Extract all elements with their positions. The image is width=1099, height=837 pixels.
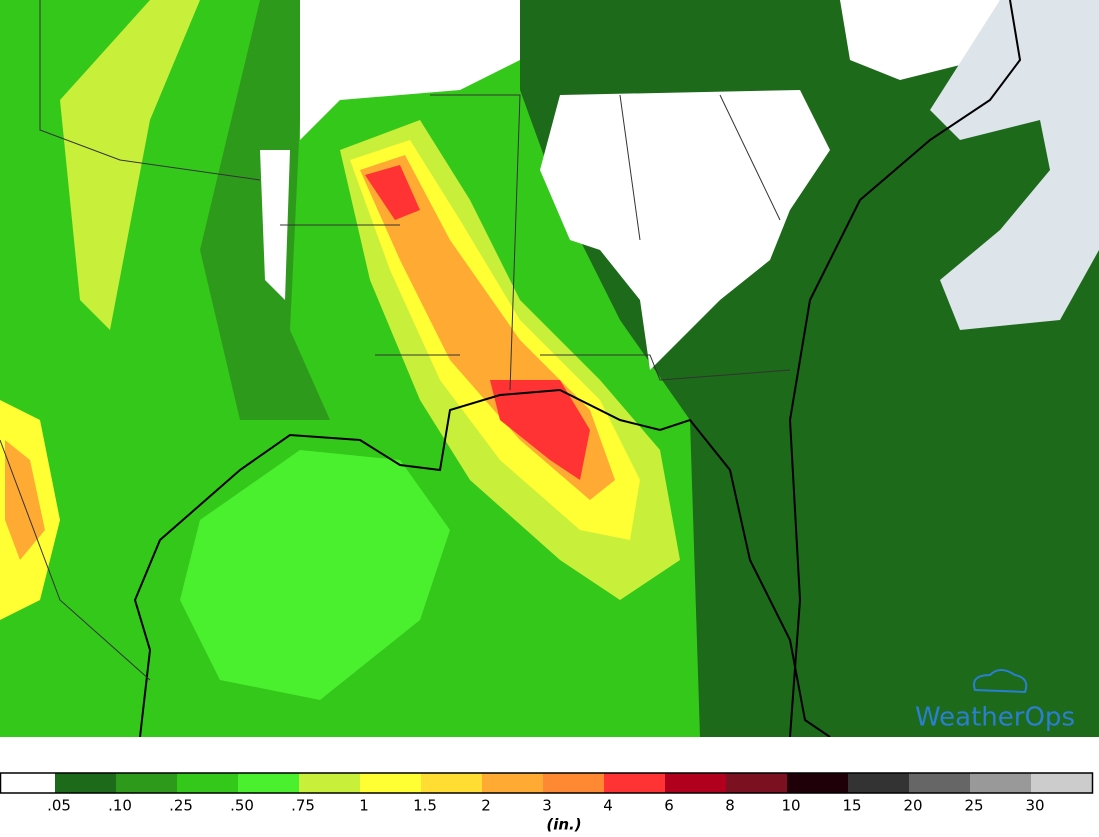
legend-label: 2 [481, 797, 491, 815]
legend-label: 1.5 [413, 797, 437, 815]
legend-swatch [1031, 773, 1092, 793]
legend-swatch [787, 773, 848, 793]
logo-icon [973, 669, 1028, 694]
legend-label: .05 [47, 797, 71, 815]
ocean-dry [930, 0, 1099, 330]
legend-label: 15 [842, 797, 861, 815]
dry-area [260, 150, 290, 300]
legend-swatch [665, 773, 726, 793]
legend-swatch [360, 773, 421, 793]
precip-area [5, 440, 45, 560]
legend-swatch [116, 773, 177, 793]
legend-unit: (in.) [546, 816, 581, 834]
legend: (in.) .05 .10 .25 .50 .75 1 1.5 2 3 4 6 8 10 15 20 25 30 [0, 772, 1094, 834]
legend-label: 4 [603, 797, 613, 815]
legend-label: .25 [169, 797, 193, 815]
logo: WeatherOps [915, 703, 1075, 733]
legend-label: 30 [1025, 797, 1044, 815]
legend-swatch [909, 773, 970, 793]
precip-area [365, 165, 420, 220]
dry-area [540, 90, 830, 370]
legend-swatch [0, 773, 55, 793]
dry-area [300, 0, 520, 140]
legend-label: .50 [230, 797, 254, 815]
legend-swatch [604, 773, 665, 793]
legend-swatch [726, 773, 787, 793]
legend-swatch [55, 773, 116, 793]
legend-swatch [848, 773, 909, 793]
legend-frame [0, 772, 1094, 794]
legend-label: 6 [664, 797, 674, 815]
border [0, 0, 791, 681]
precip-area [60, 0, 200, 330]
precip-area [200, 0, 420, 420]
legend-label: 20 [903, 797, 922, 815]
legend-swatch [482, 773, 543, 793]
legend-label: .75 [291, 797, 315, 815]
legend-label: 8 [725, 797, 735, 815]
precip-area [180, 450, 450, 700]
legend-label: 25 [964, 797, 983, 815]
legend-label: 10 [781, 797, 800, 815]
dry-area [840, 0, 1000, 80]
legend-label: 1 [359, 797, 369, 815]
coastline [133, 388, 831, 737]
precip-area [490, 380, 590, 480]
legend-swatch [299, 773, 360, 793]
legend-label: 3 [542, 797, 552, 815]
legend-swatch [238, 773, 299, 793]
legend-swatch [970, 773, 1031, 793]
legend-swatch [421, 773, 482, 793]
legend-swatch [177, 773, 238, 793]
legend-label: .10 [108, 797, 132, 815]
coastline [788, 0, 1022, 737]
precipitation-map: WeatherOps [0, 0, 1099, 737]
legend-swatch [543, 773, 604, 793]
